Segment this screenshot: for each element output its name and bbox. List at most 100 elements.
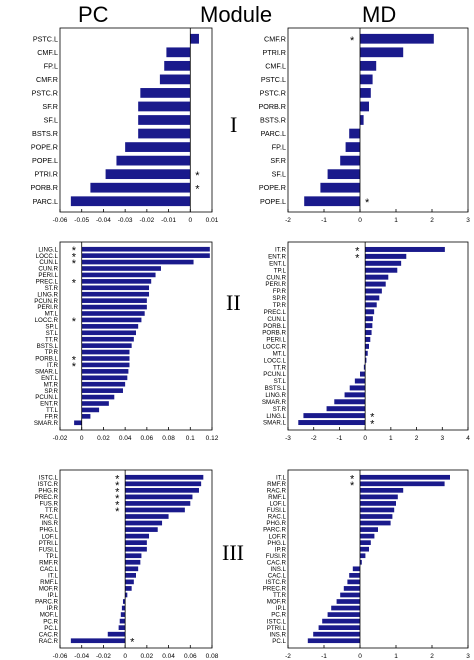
category-label: INS.R: [41, 520, 58, 527]
bar-SMAR.L: [81, 369, 129, 374]
significance-star: *: [72, 277, 77, 289]
bar-MT.L: [81, 311, 145, 316]
bar-CUN.R: [365, 274, 389, 280]
category-label: PCUN.R: [34, 298, 58, 305]
bar-CAC.R: [107, 631, 126, 637]
category-label: SMAR.R: [262, 399, 287, 406]
x-tick-label: 0.12: [206, 435, 219, 442]
bar-PARC.R: [360, 527, 378, 532]
category-label: LOCC.L: [36, 253, 59, 260]
bar-CAC.L: [349, 572, 360, 578]
bar-FP.L: [345, 142, 360, 152]
category-label: POPE.L: [32, 156, 58, 165]
category-label: FP.L: [44, 61, 58, 70]
category-label: IT.R: [275, 247, 287, 254]
significance-star: *: [72, 316, 77, 328]
category-label: RMF.L: [268, 494, 286, 501]
bar-SMAR.R: [334, 399, 366, 405]
bar-LOF.L: [360, 501, 396, 506]
significance-star: *: [350, 473, 355, 485]
bar-PREC.R: [343, 586, 360, 591]
category-label: PTRI.L: [267, 625, 287, 632]
header-pc: PC: [78, 2, 109, 27]
significance-star: *: [72, 245, 77, 257]
x-tick-label: -0.01: [161, 217, 176, 224]
bar-PCUN.L: [81, 394, 115, 400]
bar-PSTC.R: [360, 88, 371, 98]
category-label: PERI.R: [265, 281, 286, 288]
category-label: PSTC.L: [33, 34, 58, 43]
bar-ISTC.R: [347, 579, 360, 585]
chart-md-III: IT.LRMF.RRAC.RRMF.LLOF.LFUSI.LRAC.LPHG.R…: [263, 469, 470, 660]
bar-IT.L: [360, 474, 450, 480]
plot-frame: [59, 469, 213, 649]
x-tick-label: 1: [389, 435, 393, 442]
plot-frame: [287, 469, 469, 649]
bar-IP.L: [125, 592, 128, 598]
category-label: PSTC.R: [260, 88, 286, 97]
category-label: FP.L: [272, 143, 286, 152]
x-tick-label: -0.02: [53, 435, 68, 442]
category-label: MOF.L: [40, 612, 59, 619]
x-tick-label: -0.06: [53, 653, 68, 660]
bar-SF.L: [138, 115, 191, 125]
category-label: TT.L: [46, 407, 59, 414]
category-label: LOCC.L: [264, 357, 287, 364]
bar-MOF.R: [125, 586, 132, 591]
bar-PORB.R: [360, 101, 369, 112]
category-label: LOF.L: [41, 533, 58, 540]
bar-ST.R: [81, 285, 150, 291]
category-label: MT.L: [273, 350, 287, 357]
category-label: TT.R: [45, 336, 59, 343]
bar-IP.R: [360, 546, 369, 552]
category-label: ISTC.R: [38, 481, 59, 488]
bar-IP.L: [331, 605, 360, 611]
x-tick-label: 0: [188, 217, 192, 224]
category-label: RMF.R: [39, 559, 58, 566]
significance-star: *: [195, 184, 200, 196]
category-label: TT.R: [273, 592, 287, 599]
chart-md-II: IT.RENT.RENT.LTP.LCUN.RPERI.RFP.RSP.RTP.…: [262, 241, 470, 442]
category-label: SF.R: [270, 156, 286, 165]
x-tick-label: 0.02: [141, 653, 154, 660]
bar-ST.L: [81, 330, 136, 336]
bar-LOF.L: [125, 533, 150, 539]
bar-LING.L: [303, 413, 366, 419]
bar-TP.R: [81, 349, 130, 355]
chart-pc-I: PSTC.L CMF.L FP.L CMF.R PSTC.R SF.R SF.L BSTS.R…: [30, 27, 219, 224]
bar-FP.L: [164, 60, 191, 71]
category-label: MOF.R: [39, 586, 59, 593]
bar-SF.R: [340, 155, 360, 166]
category-label: PARC.R: [263, 527, 286, 534]
bar-LING.R: [81, 291, 150, 297]
category-label: ST.L: [274, 378, 287, 385]
chart-md-I: CMF.R PTRI.R CMF.L PSTC.L PSTC.R PORB.R BSTS.R…: [258, 27, 470, 224]
category-label: PC.R: [271, 612, 286, 619]
bar-PORB.R: [90, 182, 191, 193]
category-label: CMF.R: [264, 34, 286, 43]
bar-POPE.L: [116, 155, 191, 166]
bar-RAC.L: [125, 514, 169, 519]
bar-ISTC.R: [125, 481, 202, 487]
category-label: SP.R: [272, 295, 286, 302]
category-label: PHG.R: [266, 520, 286, 527]
category-label: PTRI.R: [34, 170, 58, 179]
category-label: TP.R: [45, 349, 59, 356]
category-label: POPE.L: [260, 197, 286, 206]
category-label: PORB.L: [35, 356, 58, 363]
bar-INS.R: [313, 631, 360, 637]
category-label: BSTS.R: [32, 129, 58, 138]
bar-LOCC.R: [365, 343, 369, 349]
bar-FUS.R: [125, 501, 191, 506]
x-tick-label: -3: [285, 435, 291, 442]
category-label: SP.R: [44, 388, 58, 395]
category-label: IT.L: [276, 474, 287, 481]
category-label: FUSI.L: [267, 507, 287, 514]
plot-frame: [59, 27, 213, 213]
bar-PARC.R: [122, 599, 126, 604]
bar-ENT.L: [81, 375, 128, 381]
x-tick-label: 0.1: [186, 435, 195, 442]
x-tick-label: -1: [321, 217, 327, 224]
header-module: Module: [200, 2, 273, 27]
bar-PCUN.R: [81, 298, 147, 303]
